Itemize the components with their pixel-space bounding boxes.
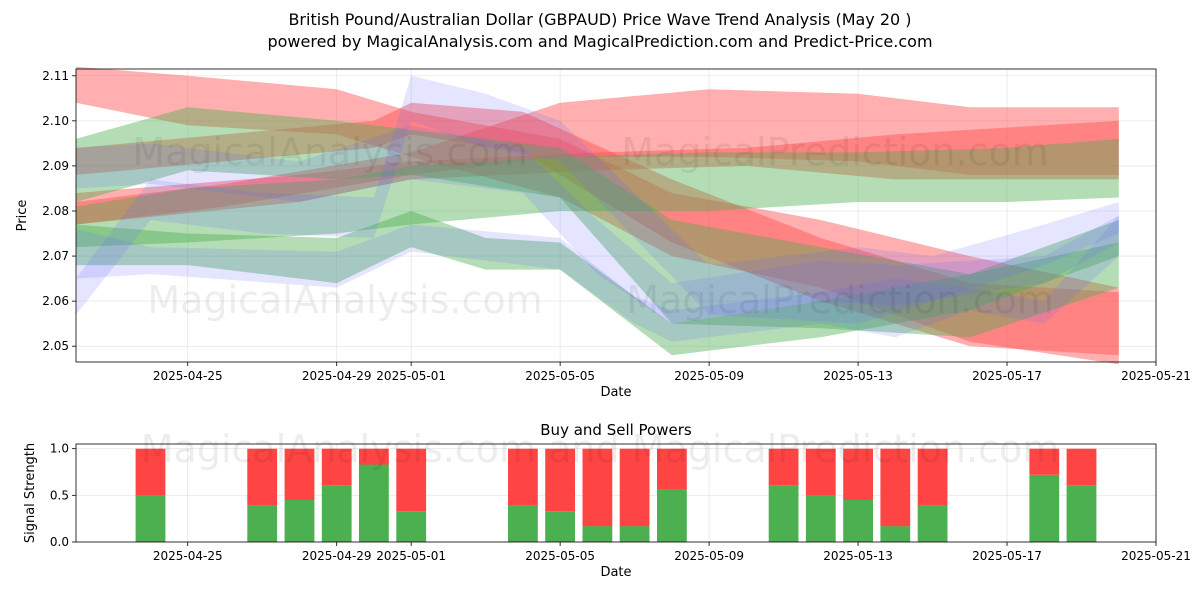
- x-tick-label: 2025-05-09: [674, 369, 744, 383]
- y-tick-label: 2.07: [42, 249, 69, 263]
- buy-power-bar: [805, 495, 836, 542]
- sell-power-bar: [582, 448, 613, 527]
- y-tick-label: 1.0: [50, 442, 69, 456]
- sell-power-bar: [135, 448, 166, 496]
- buy-power-bar: [619, 526, 650, 542]
- x-tick-label: 2025-05-05: [525, 369, 595, 383]
- subplot-title: Buy and Sell Powers: [540, 421, 692, 439]
- sell-power-bar: [880, 448, 911, 527]
- buy-power-bar: [247, 505, 278, 542]
- y-tick-label: 2.05: [42, 339, 69, 353]
- red-wave-band: [76, 120, 1119, 225]
- x-tick-label: 2025-04-25: [153, 369, 223, 383]
- x-tick-label: 2025-05-17: [972, 369, 1042, 383]
- watermark-top-analysis: MagicalAnalysis.com: [132, 130, 527, 174]
- sell-power-bar: [247, 448, 278, 506]
- buy-power-bar: [284, 500, 315, 542]
- y-tick-label: 0.0: [50, 535, 69, 549]
- y-tick-label: 0.5: [50, 488, 69, 502]
- x-tick-label: 2025-05-01: [376, 369, 446, 383]
- y-tick-label: 2.06: [42, 294, 69, 308]
- red-wave-band: [76, 102, 1119, 356]
- watermark-bottom: MagicalAnalysis.com and MagicalPredictio…: [141, 427, 1059, 471]
- axes-frame: [75, 443, 1157, 543]
- sell-power-bar: [284, 448, 315, 500]
- x-axis-label: Date: [600, 565, 631, 580]
- axes-frame: [75, 68, 1157, 363]
- watermark-mid-prediction: MagicalPrediction.com: [626, 278, 1054, 322]
- buy-power-bar: [582, 526, 613, 542]
- x-tick-label: 2025-04-25: [153, 549, 223, 563]
- sell-power-bar: [657, 448, 687, 490]
- sell-power-bar: [396, 448, 427, 512]
- buy-power-bar: [657, 489, 687, 542]
- blue-wave-band: [76, 215, 1119, 342]
- y-axis-label: Signal Strength: [23, 443, 38, 543]
- sell-power-bar: [1066, 448, 1097, 486]
- sell-power-bar: [545, 448, 575, 512]
- buy-power-bar: [396, 511, 427, 542]
- x-tick-label: 2025-05-01: [376, 549, 446, 563]
- buy-power-bar: [843, 500, 873, 542]
- buy-power-bar: [917, 505, 948, 542]
- y-axis-label: Price: [15, 200, 30, 232]
- buy-power-bar: [768, 485, 799, 542]
- sell-power-bar: [321, 448, 352, 486]
- buy-power-bar: [359, 464, 389, 542]
- x-tick-label: 2025-05-13: [823, 549, 893, 563]
- buy-power-bar: [1066, 485, 1097, 542]
- price-watermarks: MagicalAnalysis.com MagicalPrediction.co…: [132, 130, 1053, 322]
- red-wave-band: [76, 66, 1119, 365]
- y-tick-label: 2.08: [42, 204, 69, 218]
- chart-subtitle: powered by MagicalAnalysis.com and Magic…: [267, 32, 933, 51]
- y-tick-label: 2.11: [42, 69, 69, 83]
- sell-power-bar: [843, 448, 873, 500]
- buy-power-bar: [545, 511, 575, 542]
- sell-power-bar: [768, 448, 799, 486]
- chart-title: British Pound/Australian Dollar (GBPAUD)…: [288, 10, 912, 29]
- buy-power-bar: [1029, 474, 1060, 542]
- watermark-top-prediction: MagicalPrediction.com: [621, 130, 1049, 174]
- wave-bands: [76, 66, 1119, 365]
- x-tick-label: 2025-04-29: [302, 369, 372, 383]
- x-tick-label: 2025-05-17: [972, 549, 1042, 563]
- x-axis-label: Date: [600, 385, 631, 400]
- x-tick-label: 2025-05-21: [1121, 369, 1191, 383]
- blue-wave-band: [76, 125, 1119, 324]
- sell-power-bar: [1029, 448, 1060, 475]
- x-tick-label: 2025-05-13: [823, 369, 893, 383]
- sell-power-bar: [619, 448, 650, 527]
- y-tick-label: 2.10: [42, 114, 69, 128]
- blue-wave-band: [76, 75, 1119, 324]
- buy-power-bar: [880, 526, 911, 542]
- red-wave-band: [76, 89, 1119, 225]
- sell-power-bar: [917, 448, 948, 506]
- y-tick-label: 2.09: [42, 159, 69, 173]
- buy-power-bar: [321, 485, 352, 542]
- buy-power-bar: [135, 495, 166, 542]
- sell-power-bar: [508, 448, 538, 506]
- x-tick-label: 2025-05-05: [525, 549, 595, 563]
- green-wave-band: [76, 211, 1119, 356]
- buy-power-bar: [508, 505, 538, 542]
- green-wave-band: [76, 138, 1119, 248]
- green-wave-band: [76, 107, 1119, 338]
- sell-power-bar: [359, 448, 389, 465]
- x-tick-label: 2025-05-09: [674, 549, 744, 563]
- watermark-mid-analysis: MagicalAnalysis.com: [147, 278, 542, 322]
- sell-power-bar: [805, 448, 836, 496]
- price-axes: 2025-04-25 2025-04-29 2025-05-01 2025-05-05…: [15, 68, 1191, 400]
- x-tick-label: 2025-04-29: [302, 549, 372, 563]
- signal-bars: [135, 448, 1097, 542]
- signal-axes: 2025-04-25 2025-04-29 2025-05-01 2025-05-05…: [23, 421, 1191, 580]
- x-tick-label: 2025-05-21: [1121, 549, 1191, 563]
- price-plot-area: [76, 69, 1156, 362]
